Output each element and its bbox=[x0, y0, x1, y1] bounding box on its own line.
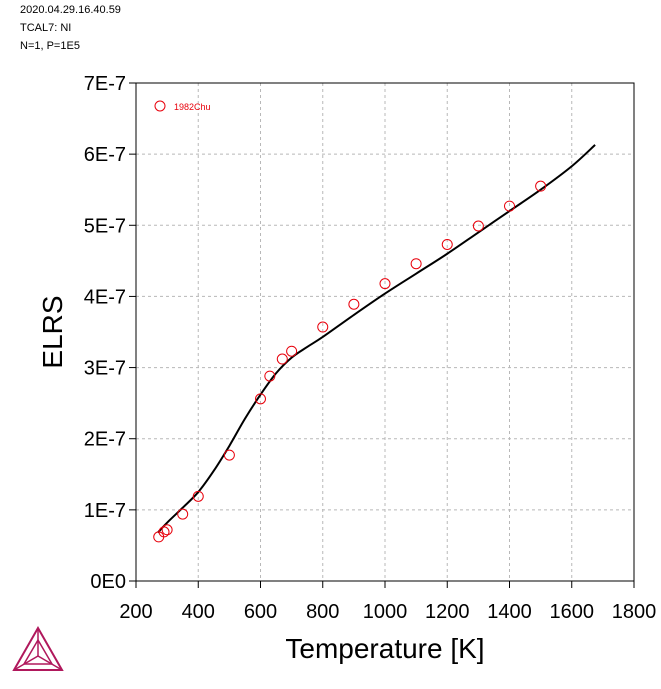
header-timestamp: 2020.04.29.16.40.59 bbox=[20, 4, 121, 16]
x-tick-label: 1600 bbox=[550, 601, 595, 623]
data-point-1982chu bbox=[348, 298, 360, 310]
data-point-1982chu bbox=[177, 508, 189, 520]
y-tick-label: 4E-7 bbox=[84, 286, 126, 308]
grid bbox=[136, 83, 634, 581]
x-axis-title: Temperature [K] bbox=[285, 633, 484, 664]
y-axis-title: ELRS bbox=[37, 295, 68, 368]
series-line-calculated bbox=[157, 144, 596, 534]
data-point-1982chu bbox=[379, 278, 391, 290]
legend: 1982Chu bbox=[154, 100, 211, 112]
data-point-1982chu bbox=[255, 393, 266, 405]
axis-ticks: 200 400 600 800 1000 1200 1400 1600 1800 0E0 1E-7 2… bbox=[84, 73, 657, 623]
x-tick-label: 1200 bbox=[425, 601, 470, 623]
data-point-1982chu bbox=[410, 258, 422, 270]
y-tick-label: 6E-7 bbox=[84, 144, 126, 166]
data-point-1982chu bbox=[161, 524, 173, 536]
y-tick-label: 5E-7 bbox=[84, 215, 126, 237]
x-tick-label: 600 bbox=[244, 601, 277, 623]
data-point-1982chu bbox=[264, 370, 276, 382]
y-tick-label: 1E-7 bbox=[84, 500, 126, 522]
x-tick-label: 800 bbox=[306, 601, 339, 623]
data-layer bbox=[153, 144, 596, 543]
thermo-calc-logo-icon bbox=[12, 625, 64, 671]
x-tick-label: 400 bbox=[182, 601, 215, 623]
x-tick-label: 200 bbox=[119, 601, 152, 623]
data-point-1982chu bbox=[192, 490, 204, 502]
header-database: TCAL7: NI bbox=[20, 22, 72, 34]
legend-label: 1982Chu bbox=[174, 102, 211, 112]
x-tick-label: 1400 bbox=[487, 601, 532, 623]
data-point-1982chu bbox=[276, 353, 288, 365]
data-point-1982chu bbox=[535, 180, 547, 192]
data-point-1982chu bbox=[472, 220, 484, 232]
data-point-1982chu bbox=[441, 238, 453, 250]
x-tick-label: 1000 bbox=[363, 601, 408, 623]
data-point-1982chu bbox=[286, 345, 298, 357]
header-conditions: N=1, P=1E5 bbox=[20, 40, 80, 52]
x-tick-label: 1800 bbox=[612, 601, 657, 623]
data-point-1982chu bbox=[158, 526, 170, 538]
legend-marker bbox=[154, 100, 166, 112]
data-point-1982chu bbox=[317, 321, 329, 333]
y-tick-label: 2E-7 bbox=[84, 429, 126, 451]
data-point-1982chu bbox=[504, 200, 515, 212]
y-tick-label: 3E-7 bbox=[84, 358, 126, 380]
y-tick-label: 0E0 bbox=[90, 571, 126, 593]
y-tick-label: 7E-7 bbox=[84, 73, 126, 95]
data-point-1982chu bbox=[223, 449, 235, 461]
